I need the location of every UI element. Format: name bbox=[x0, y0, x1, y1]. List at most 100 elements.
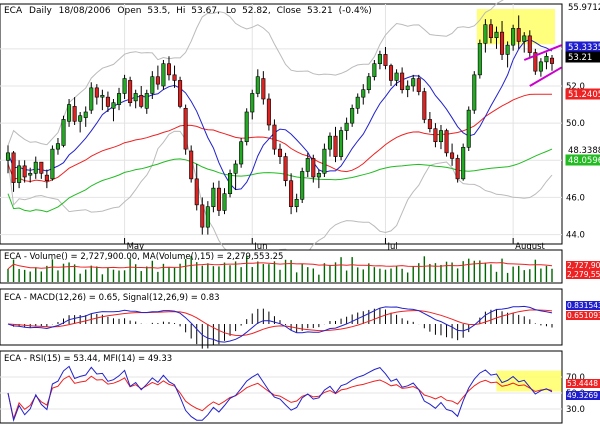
candle-body bbox=[466, 109, 471, 148]
mfi-line bbox=[7, 365, 553, 423]
candle-body bbox=[200, 204, 205, 228]
candle-body bbox=[344, 122, 349, 131]
price-badge-bg bbox=[565, 88, 600, 100]
candle-body bbox=[55, 143, 60, 150]
candle-body bbox=[427, 119, 432, 130]
rsi-grid bbox=[0, 376, 562, 410]
rsi-badge-bg bbox=[566, 379, 600, 388]
trend-line-upper bbox=[523, 44, 562, 61]
volume-panel-label: ECA - Volume() = 2,727,900.00, MA(Volume… bbox=[4, 252, 283, 262]
candle-body bbox=[261, 78, 266, 100]
price-highlights bbox=[476, 9, 555, 45]
candle-body bbox=[17, 165, 22, 183]
candle-body bbox=[172, 74, 177, 81]
candle-body bbox=[494, 31, 499, 39]
candle-body bbox=[483, 24, 488, 44]
price-badge-label: 48.0596 bbox=[568, 156, 600, 166]
rsi-badge-label: 49.3269 bbox=[567, 391, 598, 400]
rsi-badges: 53.4448 49.3269 bbox=[566, 379, 600, 400]
candle-body bbox=[366, 76, 371, 91]
candle-body bbox=[333, 135, 338, 157]
rsi-panel-frame bbox=[0, 350, 563, 424]
candle-body bbox=[116, 93, 122, 105]
price-grid bbox=[0, 4, 562, 244]
macd-badge-label: 0.651093 bbox=[567, 311, 600, 320]
volume-badge-bg bbox=[566, 270, 600, 279]
candle-body bbox=[128, 80, 133, 104]
candle-body bbox=[155, 76, 160, 85]
rsi-lines bbox=[7, 365, 553, 423]
candle-body bbox=[538, 61, 543, 72]
candle-body bbox=[361, 89, 366, 98]
candle-body bbox=[277, 148, 283, 157]
candle-body bbox=[150, 76, 155, 94]
month-label: August bbox=[515, 242, 545, 252]
price-tick-label: 52.0 bbox=[566, 82, 585, 92]
volume-badge-label: 2,279,553 bbox=[567, 270, 600, 279]
price-badge-label: 51.2405 bbox=[568, 90, 600, 100]
candle-body bbox=[372, 63, 377, 78]
candle-body bbox=[272, 124, 277, 150]
macd-panel-label: ECA - MACD(12,26) = 0.65, Signal(12,26,9… bbox=[4, 293, 220, 303]
candle-body bbox=[405, 85, 410, 91]
candle-body bbox=[461, 146, 466, 180]
volume-badges: 2,727,9002,279,553 bbox=[566, 261, 600, 279]
candle-body bbox=[500, 31, 505, 55]
candle-body bbox=[400, 72, 405, 91]
rsi-line bbox=[7, 375, 553, 421]
candle-body bbox=[316, 172, 321, 178]
candle-body bbox=[311, 158, 316, 178]
rsi-badge-bg bbox=[566, 391, 600, 400]
trend-line-lower bbox=[529, 66, 563, 87]
macd-panel-frame bbox=[0, 288, 563, 346]
candle-body bbox=[89, 87, 94, 111]
bollinger-upper-line bbox=[7, 0, 504, 146]
candle-body bbox=[216, 187, 221, 211]
candle-body bbox=[505, 44, 510, 55]
candle-body bbox=[139, 94, 144, 107]
candle-body bbox=[350, 107, 355, 124]
candle-body bbox=[472, 74, 477, 111]
candle-body bbox=[111, 102, 116, 109]
macd-badge-bg bbox=[566, 301, 600, 310]
candle-body bbox=[527, 35, 532, 53]
candle-body bbox=[544, 55, 549, 63]
candle-body bbox=[522, 35, 527, 42]
candle-body bbox=[94, 87, 99, 98]
candle-body bbox=[28, 172, 33, 176]
candle-body bbox=[339, 130, 344, 157]
candle-body bbox=[78, 115, 83, 122]
candle-body bbox=[233, 163, 238, 174]
rsi-tick-label: 70.0 bbox=[566, 373, 585, 383]
ma-short-line bbox=[7, 39, 553, 191]
price-tick-label: 46.0 bbox=[566, 193, 585, 203]
candle-body bbox=[533, 52, 538, 72]
volume-ma-line bbox=[7, 262, 553, 270]
candle-body bbox=[144, 93, 149, 109]
candle-body bbox=[450, 152, 455, 159]
candle-body bbox=[183, 107, 188, 150]
candle-body bbox=[72, 106, 77, 122]
candle-body bbox=[327, 135, 332, 150]
macd-signal-line bbox=[7, 309, 553, 337]
price-badge-bg bbox=[565, 154, 600, 166]
candle-body bbox=[455, 158, 460, 180]
price-candles bbox=[5, 15, 555, 235]
candle-body bbox=[44, 174, 49, 182]
price-badge-bg bbox=[565, 51, 600, 63]
price-badge-label: 48.3388 bbox=[568, 146, 600, 156]
rsi-tick-label: 30.0 bbox=[566, 405, 585, 415]
candle-body bbox=[228, 172, 233, 195]
candle-body bbox=[255, 76, 260, 94]
month-label: Jun bbox=[253, 242, 267, 252]
rsi-badge-label: 53.4448 bbox=[567, 379, 598, 388]
candle-body bbox=[166, 63, 172, 76]
candle-body bbox=[11, 152, 16, 183]
macd-badge-label: 0.831543 bbox=[567, 301, 600, 310]
candle-body bbox=[239, 141, 244, 165]
candle-body bbox=[422, 91, 427, 120]
price-badge-label: 53.3335 bbox=[568, 43, 600, 53]
price-badge-label: 53.21 bbox=[568, 53, 592, 63]
